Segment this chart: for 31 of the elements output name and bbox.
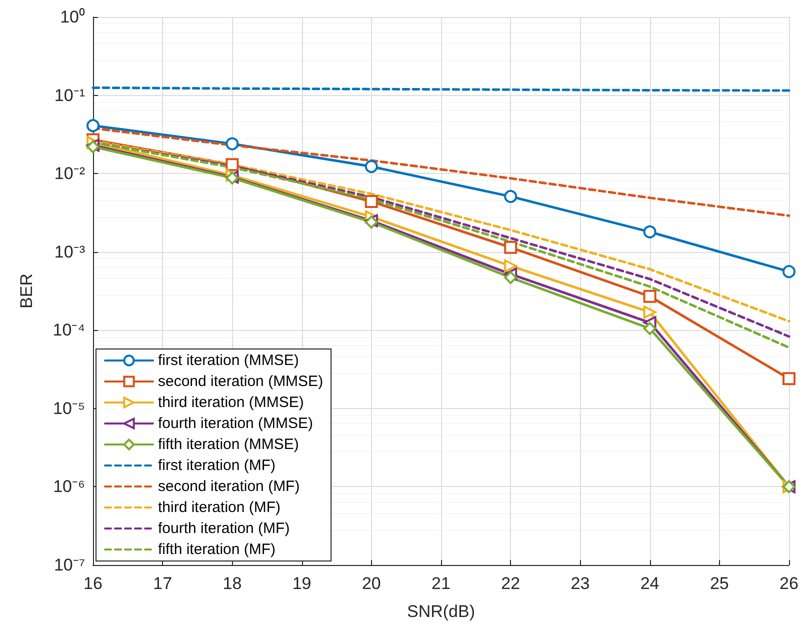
- x-tick-label: 23: [570, 574, 590, 593]
- y-tick-label: 10⁻¹: [54, 86, 86, 105]
- x-tick-label: 19: [292, 574, 312, 593]
- y-tick-label: 10⁻⁵: [53, 398, 85, 418]
- x-tick-label: 24: [640, 574, 660, 593]
- legend-label: fourth iteration (MMSE): [158, 415, 314, 432]
- x-tick-label: 16: [84, 574, 102, 593]
- y-tick-label: 10⁻⁶: [53, 477, 85, 496]
- x-tick-label: 21: [432, 574, 450, 593]
- x-tick-label: 22: [501, 574, 520, 593]
- legend-label: third iteration (MMSE): [158, 394, 304, 411]
- legend-label: first iteration (MF): [158, 457, 276, 474]
- x-tick-label: 18: [222, 574, 242, 593]
- legend-label: fifth iteration (MF): [158, 541, 276, 558]
- legend-label: second iteration (MMSE): [158, 373, 324, 390]
- legend-label: fifth iteration (MMSE): [158, 436, 299, 453]
- legend-label: second iteration (MF): [158, 478, 300, 495]
- y-tick-label: 10⁻²: [54, 164, 86, 184]
- y-axis-title: BER: [17, 274, 36, 308]
- y-tick-label: 10⁻³: [54, 242, 86, 262]
- x-tick-label: 20: [362, 574, 381, 593]
- x-tick-label: 25: [710, 574, 729, 593]
- legend-label: third iteration (MF): [158, 499, 281, 516]
- y-tick-label: 10⁻⁴: [52, 320, 85, 340]
- y-tick-label: 10⁻⁷: [54, 556, 85, 574]
- legend-label: first iteration (MMSE): [158, 352, 299, 369]
- y-tick-label: 10⁰: [60, 8, 85, 26]
- x-tick-label: 26: [780, 574, 798, 593]
- legend-label: fourth iteration (MF): [158, 520, 290, 537]
- x-tick-label: 17: [153, 574, 172, 593]
- x-axis-title: SNR(dB): [406, 602, 476, 621]
